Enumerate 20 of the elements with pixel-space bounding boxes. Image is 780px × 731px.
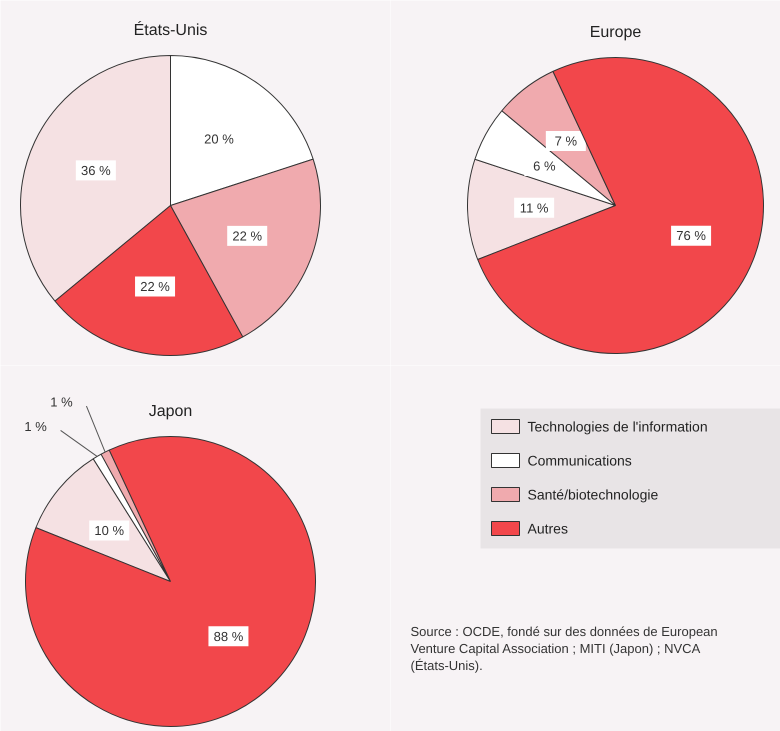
chart-title: Japon — [148, 403, 192, 420]
source-note: Source : OCDE, fondé sur des données de European Venture Capital Association ; MITI (Japon) ; NVCA (États-Unis). — [410, 624, 718, 673]
data-label: 11 % — [520, 200, 549, 216]
legend-label: Autres — [528, 520, 568, 536]
legend-label: Technologies de l'information — [528, 418, 708, 434]
legend-label: Santé/biotechnologie — [528, 486, 658, 502]
data-label: 7 % — [554, 134, 578, 149]
data-label: 22 % — [232, 228, 262, 244]
data-label: 88 % — [214, 628, 244, 644]
data-label: 6 % — [533, 158, 556, 174]
data-label: 22 % — [140, 279, 170, 294]
data-label: 20 % — [204, 131, 234, 146]
chart-title: États-Unis — [134, 21, 208, 39]
chart-title: Europe — [590, 24, 642, 41]
data-label: 76 % — [676, 228, 706, 244]
data-label: 36 % — [81, 162, 112, 178]
data-label: 10 % — [94, 522, 124, 538]
legend-label: Communications — [528, 452, 632, 468]
data-label: 1 % — [24, 418, 48, 434]
data-label: 1 % — [50, 394, 74, 410]
